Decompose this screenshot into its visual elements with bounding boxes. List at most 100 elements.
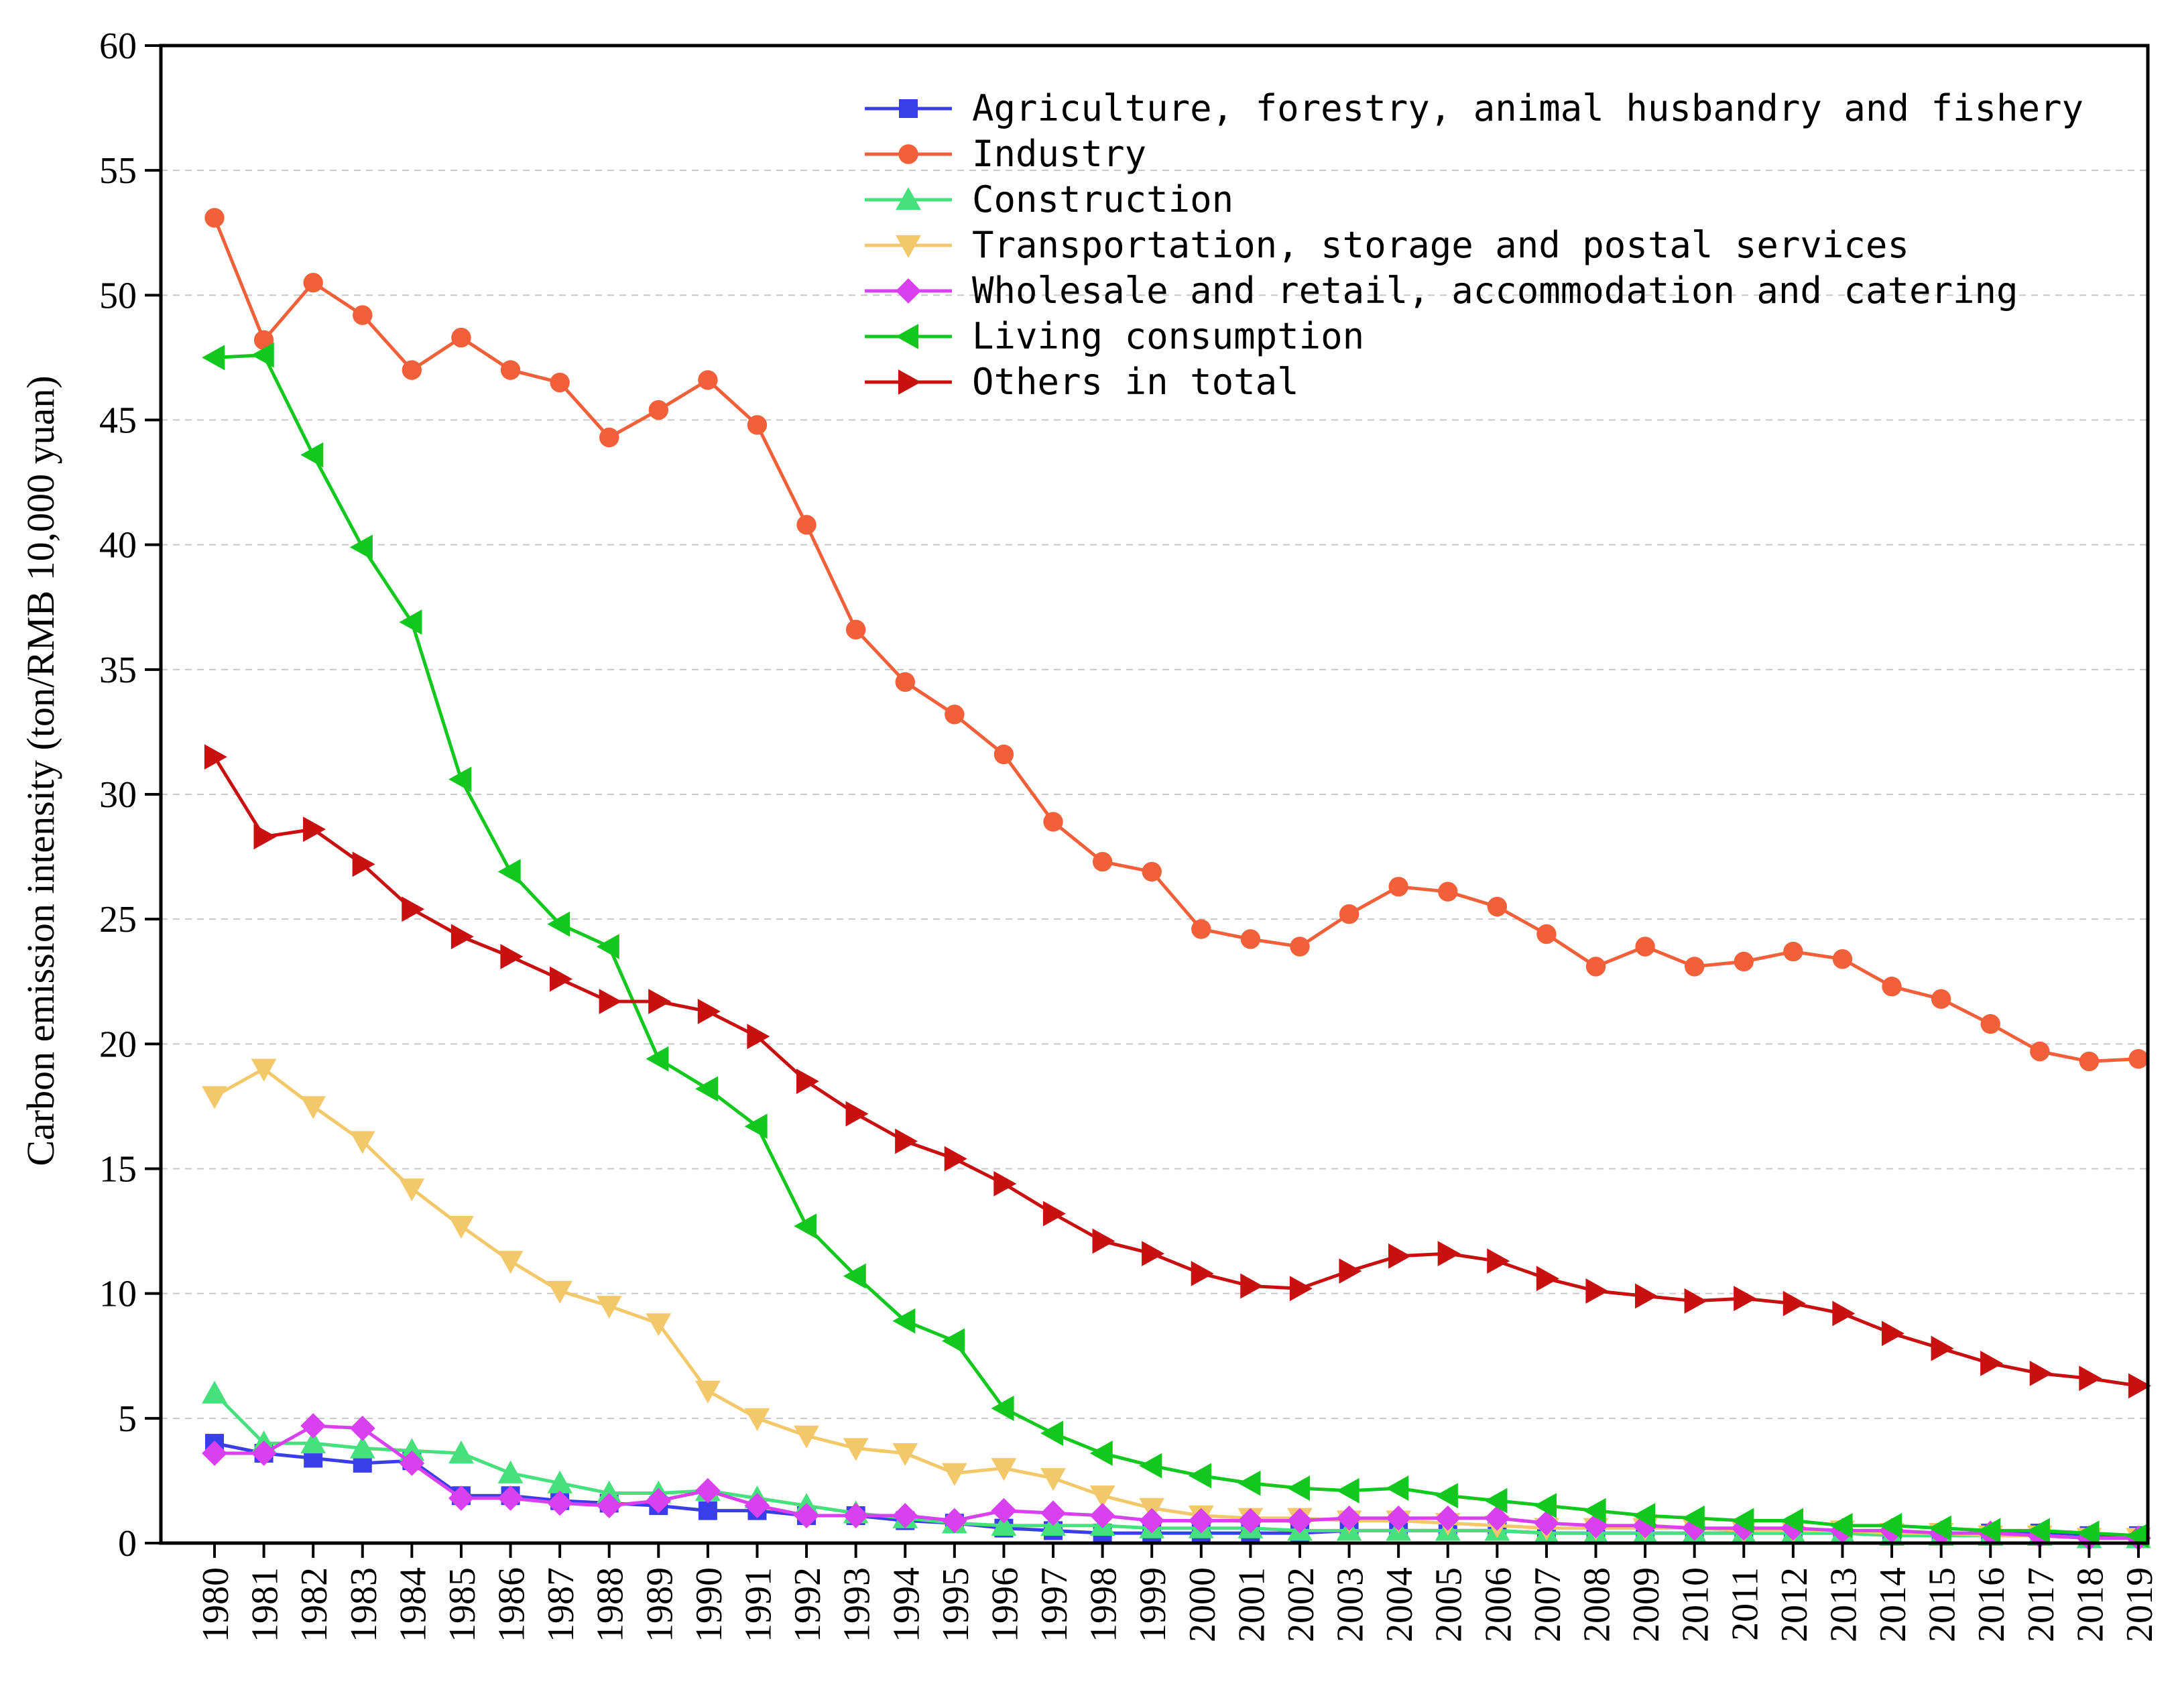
data-point [646,1487,672,1514]
data-point [448,1485,474,1511]
series-6 [202,342,2149,1548]
data-point [253,824,277,850]
data-point [941,1508,967,1534]
data-point [1435,1505,1461,1531]
data-point [744,1113,768,1140]
data-point [1782,1290,1806,1317]
data-point [747,415,768,435]
data-point [596,1480,622,1504]
legend-marker [898,144,918,164]
series-line [213,755,2139,1388]
data-point [448,1441,474,1464]
data-point [300,1413,326,1439]
data-point [1240,929,1261,949]
data-point [1829,1513,1853,1538]
data-point [843,1263,866,1289]
x-tick-label: 1997 [1034,1567,1075,1642]
gridlines [161,170,2148,1419]
legend-entry: Others in total [865,361,1299,403]
data-point [698,1501,717,1520]
data-point [399,1178,425,1202]
x-tick-label: 2018 [2069,1567,2111,1642]
data-point [2076,1520,2100,1546]
x-tick-label: 1990 [688,1567,730,1642]
x-tick-label: 2003 [1330,1567,1372,1642]
x-tick-label: 2017 [2020,1567,2062,1642]
data-point [550,966,573,992]
data-point [1585,1278,1609,1304]
data-point [497,1460,524,1483]
data-point [991,1513,1017,1536]
series-line [214,353,2139,1538]
data-point [892,1503,918,1528]
data-point [349,1131,375,1154]
data-point [1191,1260,1214,1286]
data-point [303,273,323,293]
data-point [1289,1276,1313,1302]
series-group [202,208,2151,1551]
data-point [1681,1505,1705,1531]
data-point [744,1493,770,1519]
data-point [1931,989,1951,1010]
x-tick-label: 2014 [1872,1567,1914,1642]
data-point [497,1485,524,1511]
y-tick-label: 50 [99,275,137,316]
data-point [547,911,570,937]
y-tick-label: 0 [118,1523,137,1565]
data-point [1484,1505,1510,1531]
data-point [1092,851,1113,872]
legend-entry: Agriculture, forestry, animal husbandry … [865,87,2083,129]
data-point [1978,1518,2001,1544]
data-point [1388,877,1408,897]
data-point [251,1441,277,1466]
x-tick-label: 2000 [1182,1567,1223,1642]
x-tick-label: 1999 [1132,1567,1174,1642]
x-tick-label: 1985 [442,1567,483,1642]
data-point [300,1096,326,1119]
data-point [1684,957,1705,977]
series-line [213,217,2139,1063]
data-point [349,1435,375,1459]
x-tick-label: 1982 [294,1567,335,1642]
data-point [1583,1513,1609,1538]
data-point [993,1170,1017,1197]
data-point [794,1425,819,1449]
legend-marker [898,369,921,395]
legend-entry: Wholesale and retail, accommodation and … [865,269,2018,312]
x-tick-label: 2005 [1429,1567,1470,1642]
data-point [1188,1508,1214,1534]
data-point [497,859,521,885]
data-point [451,327,471,348]
data-point [1632,1503,1656,1528]
legend-marker [899,99,918,118]
data-point [944,1146,967,1172]
data-point [895,672,915,692]
legend-marker [896,187,921,210]
data-point [1042,1201,1066,1227]
data-point [694,1477,721,1504]
data-point [349,534,373,560]
x-tick-label: 1995 [935,1567,977,1642]
x-tick-label: 1994 [886,1567,927,1642]
data-point [991,1458,1017,1481]
data-point [1336,1477,1359,1504]
data-point [2128,1048,2149,1069]
data-point [796,1069,819,1095]
data-point [1336,1505,1362,1531]
data-point [843,1438,869,1461]
data-point [2079,1051,2100,1072]
legend-entry: Industry [865,133,1146,175]
data-point [1734,1286,1757,1312]
y-tick-label: 30 [99,774,137,816]
data-point [845,1101,869,1127]
x-tick-label: 2007 [1527,1567,1569,1642]
data-point [646,1046,669,1072]
data-point [1783,941,1803,962]
x-tick-label: 2019 [2119,1567,2161,1642]
axes: 0 5 10 15 20 25 30 35 40 45 50 55 60 1980 1981 1982 1983… [99,25,2161,1642]
data-point [547,1470,573,1493]
data-point [596,1296,622,1319]
data-point [353,305,373,325]
data-point [1339,1258,1362,1284]
